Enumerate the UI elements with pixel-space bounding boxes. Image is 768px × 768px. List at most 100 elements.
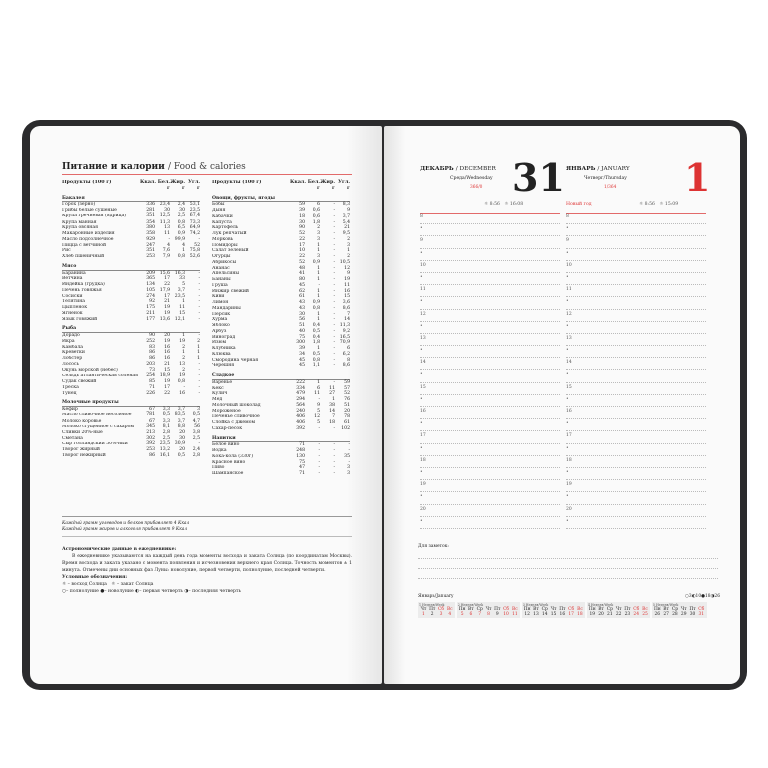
hour-line[interactable]: 15	[566, 383, 706, 395]
hour-line[interactable]: 17	[566, 431, 706, 444]
calendar-date[interactable]: 15	[550, 612, 557, 617]
hour-line[interactable]: 20	[566, 505, 706, 517]
hour-line[interactable]: 9	[566, 236, 706, 249]
table-row: Персик 30 1 - 7	[212, 312, 350, 318]
hour-line[interactable]: 12	[566, 310, 706, 322]
note-line[interactable]	[418, 569, 718, 579]
calendar-date[interactable]: 11	[512, 612, 518, 617]
calendar-date[interactable]: 18	[577, 612, 583, 617]
cell-value: 78	[344, 414, 350, 420]
calendar-date[interactable]: 3	[439, 612, 443, 617]
calendar-date[interactable]: 19	[589, 612, 596, 617]
hour-line[interactable]: •	[566, 468, 706, 481]
weekday-row: Пн Вт Ср Чт Пт Сб Вс	[458, 607, 520, 612]
hour-line[interactable]: 12	[420, 310, 560, 322]
hour-line[interactable]: •	[420, 419, 560, 432]
hour-line[interactable]: •	[420, 224, 560, 237]
hour-line[interactable]: 18	[420, 456, 560, 468]
hour-line[interactable]: 13	[420, 334, 560, 347]
hour-line[interactable]: 8	[420, 212, 560, 225]
calendar-date[interactable]: 26	[654, 612, 661, 617]
hour-line[interactable]: •	[420, 273, 560, 286]
calendar-date[interactable]: 21	[607, 612, 613, 617]
cell-value: -	[198, 276, 200, 282]
calendar-date[interactable]: 22	[615, 612, 622, 617]
hour-line[interactable]: •	[566, 322, 706, 334]
hour-line[interactable]: 16	[420, 407, 560, 420]
calendar-date[interactable]: 7	[478, 612, 482, 617]
calendar-date[interactable]: 14	[541, 612, 548, 617]
calendar-date[interactable]: 31	[698, 612, 705, 617]
hour-line[interactable]: •	[420, 395, 560, 407]
hour-line[interactable]: •	[420, 444, 560, 456]
hour-line[interactable]: 19	[420, 480, 560, 493]
calendar-date[interactable]: 30	[689, 612, 696, 617]
hour-line[interactable]: 16	[566, 407, 706, 420]
hour-line[interactable]: 19	[566, 480, 706, 493]
hour-line[interactable]: 15	[420, 383, 560, 395]
hour-line[interactable]: •	[566, 492, 706, 505]
hour-line[interactable]: •	[566, 444, 706, 456]
cell-value: 0,4	[312, 323, 320, 328]
hour-line[interactable]: •	[566, 249, 706, 261]
calendar-date[interactable]: 20	[598, 612, 604, 617]
hour-line[interactable]: •	[566, 395, 706, 407]
calendar-date[interactable]: 4	[448, 612, 452, 617]
hour-line[interactable]: •	[420, 249, 560, 261]
hour-line[interactable]: •	[566, 224, 706, 237]
cell-value: 5,4	[342, 219, 350, 225]
hour-line[interactable]: •	[420, 297, 560, 310]
hour-line[interactable]: •	[566, 297, 706, 310]
hour-line[interactable]: •	[420, 370, 560, 383]
hour-line[interactable]: •	[566, 419, 706, 432]
hour-line[interactable]: •	[420, 517, 560, 529]
hour-line[interactable]: 17	[420, 431, 560, 444]
hour-line[interactable]: 14	[420, 358, 560, 371]
calendar-date[interactable]: 8	[487, 612, 490, 617]
hour-line[interactable]: •	[420, 346, 560, 359]
hour-line[interactable]: 20	[420, 505, 560, 517]
calendar-date[interactable]: 25	[642, 612, 648, 617]
hour-line[interactable]: 18	[566, 456, 706, 468]
hour-line[interactable]: 9	[420, 236, 560, 249]
note-line[interactable]	[418, 559, 718, 569]
hour-line[interactable]: •	[566, 370, 706, 383]
hour-line[interactable]: •	[420, 322, 560, 334]
calendar-date[interactable]: 27	[663, 612, 669, 617]
product-name: Бананы	[212, 277, 231, 282]
hour-line[interactable]: 8	[566, 212, 706, 225]
hour-line[interactable]: •	[420, 468, 560, 481]
hour-line[interactable]: 11	[566, 285, 706, 298]
cell-value: 2	[197, 338, 200, 344]
hour-line[interactable]: 10	[420, 261, 560, 273]
calendar-date[interactable]: 2	[430, 612, 434, 617]
hour-line[interactable]: 13	[566, 334, 706, 347]
calendar-date[interactable]: 10	[503, 612, 509, 617]
cell-value: -	[333, 213, 335, 219]
calendar-date[interactable]: 23	[624, 612, 631, 617]
calendar-date[interactable]: 5	[460, 612, 464, 617]
table-row: Камбала 83 16 2 1	[62, 345, 200, 351]
calendar-date[interactable]: 17	[568, 612, 574, 617]
calendar-date[interactable]: 12	[524, 612, 530, 617]
hour-line[interactable]: 11	[420, 285, 560, 298]
calendar-date[interactable]: 13	[533, 612, 539, 617]
table-row: Молоко сгущенное с сахаром 345 8,1 8,8 56	[62, 424, 200, 430]
hour-line[interactable]: 10	[566, 261, 706, 273]
date-row: 12 13 14 15 16 17 18	[523, 612, 585, 617]
hour-line[interactable]: •	[420, 492, 560, 505]
calendar-date[interactable]: 16	[559, 612, 566, 617]
note-line[interactable]	[418, 549, 718, 559]
calendar-date[interactable]: 24	[633, 612, 640, 617]
calendar-date[interactable]: 6	[469, 612, 473, 617]
hour-line[interactable]: 14	[566, 358, 706, 371]
calendar-date[interactable]: 28	[672, 612, 678, 617]
hour-line[interactable]: •	[566, 346, 706, 359]
hour-line[interactable]: •	[566, 517, 706, 529]
calendar-date[interactable]: 29	[680, 612, 687, 617]
product-name: Макаронные изделия	[62, 231, 115, 237]
calendar-date[interactable]: 1	[422, 612, 425, 617]
hour-line[interactable]: •	[566, 273, 706, 286]
calendar-date[interactable]: 9	[495, 612, 499, 617]
cell-value: 43	[299, 305, 305, 311]
